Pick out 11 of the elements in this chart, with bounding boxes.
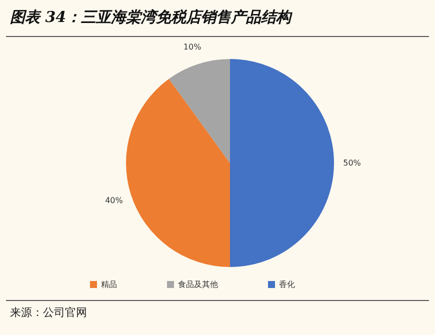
- data-label: 50%: [343, 158, 362, 168]
- pie-slice: [230, 59, 334, 267]
- legend-label: 精品: [101, 280, 117, 289]
- legend-label: 香化: [279, 280, 295, 289]
- data-label: 40%: [105, 196, 124, 206]
- data-label: 10%: [183, 42, 202, 52]
- chart-title: 图表 34：三亚海棠湾免税店销售产品结构: [10, 8, 292, 27]
- pie-slice: [126, 78, 230, 267]
- pie-slice: [168, 59, 230, 163]
- source-note: 来源：公司官网: [10, 305, 87, 320]
- legend-label: 食品及其他: [178, 280, 218, 289]
